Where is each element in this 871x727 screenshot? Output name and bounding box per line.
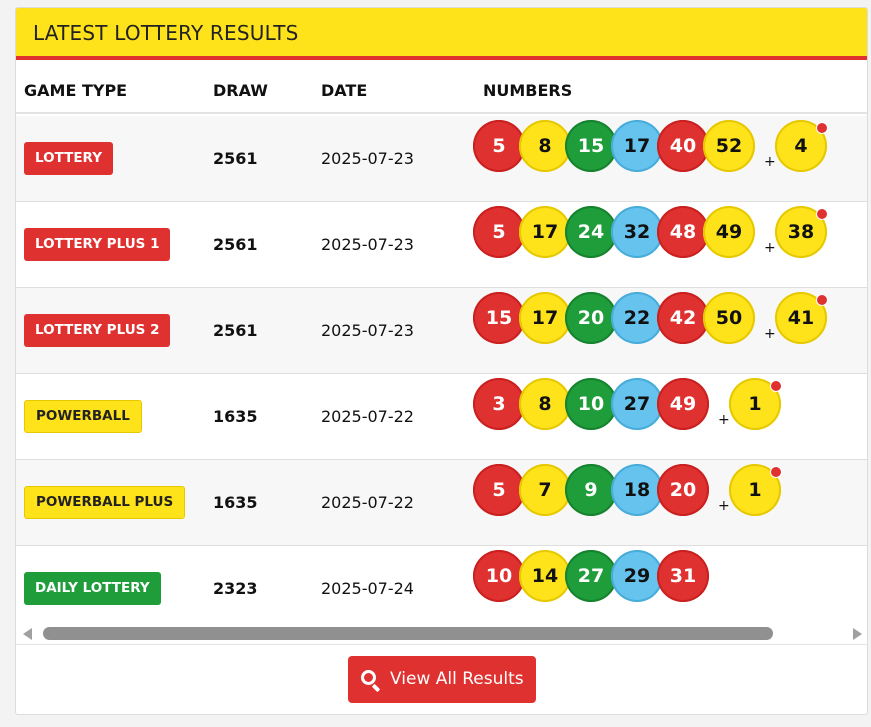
number-ball: 20 [565,292,617,344]
draw-number: 2561 [213,235,258,254]
plus-separator: + [718,498,730,514]
column-header-draw: DRAW [213,81,268,100]
number-ball: 20 [657,464,709,516]
draw-number: 2561 [213,321,258,340]
number-ball: 17 [519,206,571,258]
winning-numbers: 5 7 9 18 20 +1 [473,464,863,518]
game-type-badge[interactable]: LOTTERY PLUS 2 [24,314,171,347]
table-row: LOTTERY PLUS 2 2561 2025-07-23 15 17 20 22 42 50… [16,288,867,374]
bonus-indicator-icon [816,294,828,306]
number-ball: 27 [565,550,617,602]
number-ball: 52 [703,120,755,172]
game-type-badge[interactable]: DAILY LOTTERY [24,572,161,605]
number-ball: 17 [611,120,663,172]
bonus-indicator-icon [816,122,828,134]
horizontal-scrollbar[interactable] [16,623,867,645]
draw-date: 2025-07-23 [321,235,414,254]
column-header-date: DATE [321,81,368,100]
number-ball: 17 [519,292,571,344]
game-type-badge[interactable]: LOTTERY [24,142,113,175]
view-all-results-label: View All Results [390,669,524,689]
number-ball: 15 [565,120,617,172]
bonus-indicator-icon [770,466,782,478]
table-row: POWERBALL 1635 2025-07-22 3 8 10 27 49 +1 [16,374,867,460]
number-ball: 32 [611,206,663,258]
draw-date: 2025-07-22 [321,407,414,426]
card-header: LATEST LOTTERY RESULTS [16,8,867,60]
lottery-results-card: LATEST LOTTERY RESULTS GAME TYPE DRAW DA… [15,7,868,715]
draw-date: 2025-07-24 [321,579,414,598]
draw-number: 1635 [213,407,258,426]
draw-date: 2025-07-23 [321,321,414,340]
scroll-left-arrow-icon[interactable] [23,628,32,640]
number-ball: 24 [565,206,617,258]
winning-numbers: 10 14 27 29 31 [473,550,863,604]
draw-number: 1635 [213,493,258,512]
game-type-badge[interactable]: POWERBALL PLUS [24,486,186,519]
bonus-indicator-icon [770,380,782,392]
number-ball: 5 [473,120,525,172]
number-ball: 10 [565,378,617,430]
number-ball: 49 [657,378,709,430]
scroll-right-arrow-icon[interactable] [853,628,862,640]
number-ball: 5 [473,206,525,258]
number-ball: 14 [519,550,571,602]
plus-separator: + [764,326,776,342]
scroll-thumb[interactable] [43,627,773,640]
view-all-results-button[interactable]: View All Results [348,656,536,703]
table-header: GAME TYPE DRAW DATE NUMBERS [16,64,867,114]
plus-separator: + [764,154,776,170]
card-title: LATEST LOTTERY RESULTS [33,21,299,45]
number-ball: 3 [473,378,525,430]
winning-numbers: 5 8 15 17 40 52 +4 [473,120,863,174]
number-ball: 27 [611,378,663,430]
number-ball: 22 [611,292,663,344]
table-row: LOTTERY 2561 2025-07-23 5 8 15 17 40 52 +4 [16,116,867,202]
bonus-indicator-icon [816,208,828,220]
number-ball: 31 [657,550,709,602]
column-header-numbers: NUMBERS [483,81,573,100]
number-ball: 10 [473,550,525,602]
draw-number: 2561 [213,149,258,168]
number-ball: 48 [657,206,709,258]
number-ball: 49 [703,206,755,258]
game-type-badge[interactable]: LOTTERY PLUS 1 [24,228,171,261]
number-ball: 8 [519,120,571,172]
number-ball: 9 [565,464,617,516]
table-row: LOTTERY PLUS 1 2561 2025-07-23 5 17 24 32 48 49 +… [16,202,867,288]
winning-numbers: 5 17 24 32 48 49 +38 [473,206,863,260]
winning-numbers: 3 8 10 27 49 +1 [473,378,863,432]
number-ball: 29 [611,550,663,602]
table-row: POWERBALL PLUS 1635 2025-07-22 5 7 9 18 20 +1 [16,460,867,546]
table-row: DAILY LOTTERY 2323 2025-07-24 10 14 27 29 31 [16,546,867,632]
game-type-badge[interactable]: POWERBALL [24,400,142,433]
number-ball: 7 [519,464,571,516]
winning-numbers: 15 17 20 22 42 50 +41 [473,292,863,346]
number-ball: 15 [473,292,525,344]
plus-separator: + [764,240,776,256]
number-ball: 18 [611,464,663,516]
draw-date: 2025-07-22 [321,493,414,512]
column-header-game-type: GAME TYPE [24,81,128,100]
draw-date: 2025-07-23 [321,149,414,168]
number-ball: 8 [519,378,571,430]
draw-number: 2323 [213,579,258,598]
number-ball: 42 [657,292,709,344]
number-ball: 40 [657,120,709,172]
number-ball: 50 [703,292,755,344]
plus-separator: + [718,412,730,428]
number-ball: 5 [473,464,525,516]
search-icon [361,670,376,685]
